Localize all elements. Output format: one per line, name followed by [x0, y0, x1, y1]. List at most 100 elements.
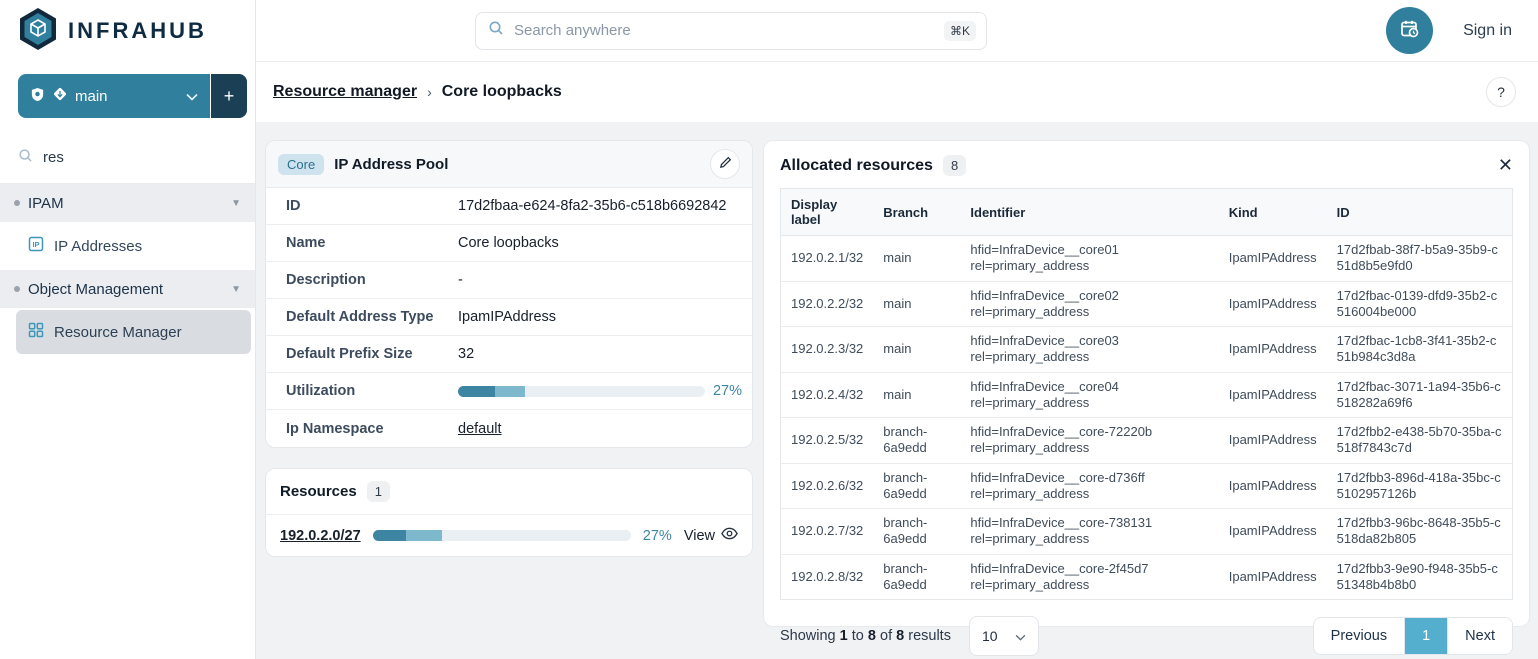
global-search-input[interactable]: [514, 22, 934, 39]
field-value: Core loopbacks: [458, 235, 559, 251]
chevron-down-icon: [1015, 628, 1026, 644]
allocated-count-badge: 8: [942, 155, 967, 176]
grid-icon: [28, 322, 44, 342]
sidebar-filter-input[interactable]: [43, 149, 213, 166]
sidebar-item-resource-manager[interactable]: Resource Manager: [16, 310, 251, 354]
field-value: -: [458, 272, 463, 288]
sidebar: INFRAHUB main + IPAM ▼ IP IP: [0, 0, 256, 659]
column-header-kind: Kind: [1218, 188, 1327, 236]
field-value: IpamIPAddress: [458, 309, 557, 325]
topbar-right: Sign in: [1386, 7, 1512, 54]
cell-kind: IpamIPAddress: [1218, 326, 1327, 373]
ip-address-icon: IP: [28, 236, 44, 256]
page-1-button[interactable]: 1: [1404, 618, 1448, 654]
svg-text:IP: IP: [32, 240, 39, 249]
help-button[interactable]: ?: [1486, 77, 1516, 107]
cell-id: 17d2fbb3-9e90-f948-35b5-c51348b4b8b0: [1326, 554, 1513, 600]
ip-address-pool-card: Core IP Address Pool ID 17d2fbaa-e624-8f…: [265, 140, 753, 448]
sidebar-item-ip-addresses[interactable]: IP IP Addresses: [16, 224, 251, 268]
namespace-link[interactable]: default: [458, 420, 502, 437]
allocated-title: Allocated resources: [780, 156, 933, 174]
cell-identifier: hfid=InfraDevice__core04 rel=primary_addr…: [960, 372, 1219, 418]
results-summary: Showing 1 to 8 of 8 results: [780, 628, 951, 644]
sign-in-link[interactable]: Sign in: [1463, 21, 1512, 39]
field-default-prefix-size: Default Prefix Size 32: [266, 336, 752, 373]
search-icon: [488, 20, 504, 41]
cell-branch: branch-6a9edd: [873, 417, 961, 464]
view-resource-button[interactable]: View: [684, 527, 738, 544]
resources-title: Resources: [280, 483, 357, 500]
cell-display-label: 192.0.2.4/32: [780, 372, 874, 418]
progress-reserved-segment: [495, 385, 525, 397]
branch-icon: [53, 87, 67, 105]
branch-selector[interactable]: main: [18, 74, 210, 118]
cell-branch: main: [873, 235, 961, 282]
allocated-panel-header: Allocated resources 8 ✕: [780, 155, 1513, 176]
close-icon: ✕: [1497, 155, 1513, 175]
cell-branch: main: [873, 372, 961, 418]
pool-card-header: Core IP Address Pool: [266, 141, 752, 188]
progress-used-segment: [372, 530, 407, 541]
next-page-button[interactable]: Next: [1447, 618, 1512, 654]
app-logo[interactable]: INFRAHUB: [0, 0, 255, 62]
resource-prefix-link[interactable]: 192.0.2.0/27: [280, 527, 361, 544]
pencil-icon: [719, 156, 732, 172]
sidebar-filter[interactable]: [0, 132, 255, 184]
brand-name: INFRAHUB: [68, 18, 207, 43]
resources-card: Resources 1 192.0.2.0/27 27% View: [265, 468, 753, 557]
field-value: 17d2fbaa-e624-8fa2-35b6-c518b6692842: [458, 198, 727, 214]
cell-display-label: 192.0.2.2/32: [780, 281, 874, 327]
add-branch-button[interactable]: +: [211, 74, 247, 118]
global-search[interactable]: ⌘K: [475, 11, 987, 50]
column-header-id: ID: [1326, 188, 1513, 236]
field-label: ID: [286, 198, 301, 214]
keyboard-shortcut-badge: ⌘K: [943, 20, 976, 41]
resources-count-badge: 1: [366, 481, 390, 502]
eye-icon: [721, 527, 738, 544]
page-title: Core loopbacks: [441, 83, 562, 100]
cell-kind: IpamIPAddress: [1218, 235, 1327, 282]
cell-id: 17d2fbac-3071-1a94-35b6-c518282a69f6: [1326, 372, 1513, 418]
close-panel-button[interactable]: ✕: [1498, 155, 1513, 176]
cell-display-label: 192.0.2.3/32: [780, 326, 874, 373]
field-value: 32: [458, 346, 475, 362]
field-default-address-type: Default Address Type IpamIPAddress: [266, 299, 752, 336]
field-description: Description -: [266, 262, 752, 299]
shield-icon: [30, 87, 45, 106]
field-label: Name: [286, 235, 326, 251]
field-utilization: Utilization 27%: [266, 373, 752, 410]
cell-identifier: hfid=InfraDevice__core03 rel=primary_addr…: [960, 326, 1219, 373]
branch-name: main: [75, 87, 108, 105]
cell-identifier: hfid=InfraDevice__core-738131 rel=primary…: [960, 508, 1219, 555]
tasks-button[interactable]: [1386, 7, 1434, 54]
branch-selector-row: main +: [0, 62, 255, 132]
field-label: Utilization: [286, 383, 356, 399]
table-row: 192.0.2.6/32 branch-6a9edd hfid=InfraDev…: [780, 463, 1513, 509]
cell-display-label: 192.0.2.7/32: [780, 508, 874, 555]
sidebar-section-object-management[interactable]: Object Management ▼: [0, 270, 255, 308]
progress-reserved-segment: [406, 530, 443, 541]
breadcrumb-resource-manager-link[interactable]: Resource manager: [273, 83, 418, 100]
section-label: IPAM: [28, 194, 64, 212]
table-row: 192.0.2.3/32 main hfid=InfraDevice__core…: [780, 326, 1513, 373]
cell-branch: branch-6a9edd: [873, 508, 961, 555]
table-row: 192.0.2.8/32 branch-6a9edd hfid=InfraDev…: [780, 554, 1513, 600]
cell-kind: IpamIPAddress: [1218, 417, 1327, 464]
page-size-select[interactable]: 10: [968, 616, 1039, 656]
cell-branch: branch-6a9edd: [873, 554, 961, 600]
resource-percent: 27%: [642, 527, 672, 544]
sidebar-item-label: IP Addresses: [54, 237, 143, 255]
cell-display-label: 192.0.2.5/32: [780, 417, 874, 464]
section-collapse-caret-icon: ▼: [231, 283, 241, 295]
field-label: Default Prefix Size: [286, 346, 413, 362]
sidebar-section-ipam[interactable]: IPAM ▼: [0, 184, 255, 222]
column-header-branch: Branch: [873, 188, 961, 236]
section-dot-icon: [14, 200, 20, 206]
cell-display-label: 192.0.2.6/32: [780, 463, 874, 509]
field-ip-namespace: Ip Namespace default: [266, 410, 752, 447]
cell-id: 17d2fbac-1cb8-3f41-35b2-c51b984c3d8a: [1326, 326, 1513, 373]
column-header-display-label: Display label: [780, 188, 874, 236]
breadcrumb: Resource manager › Core loopbacks ?: [256, 62, 1538, 122]
edit-button[interactable]: [710, 149, 740, 179]
previous-page-button[interactable]: Previous: [1313, 618, 1405, 654]
